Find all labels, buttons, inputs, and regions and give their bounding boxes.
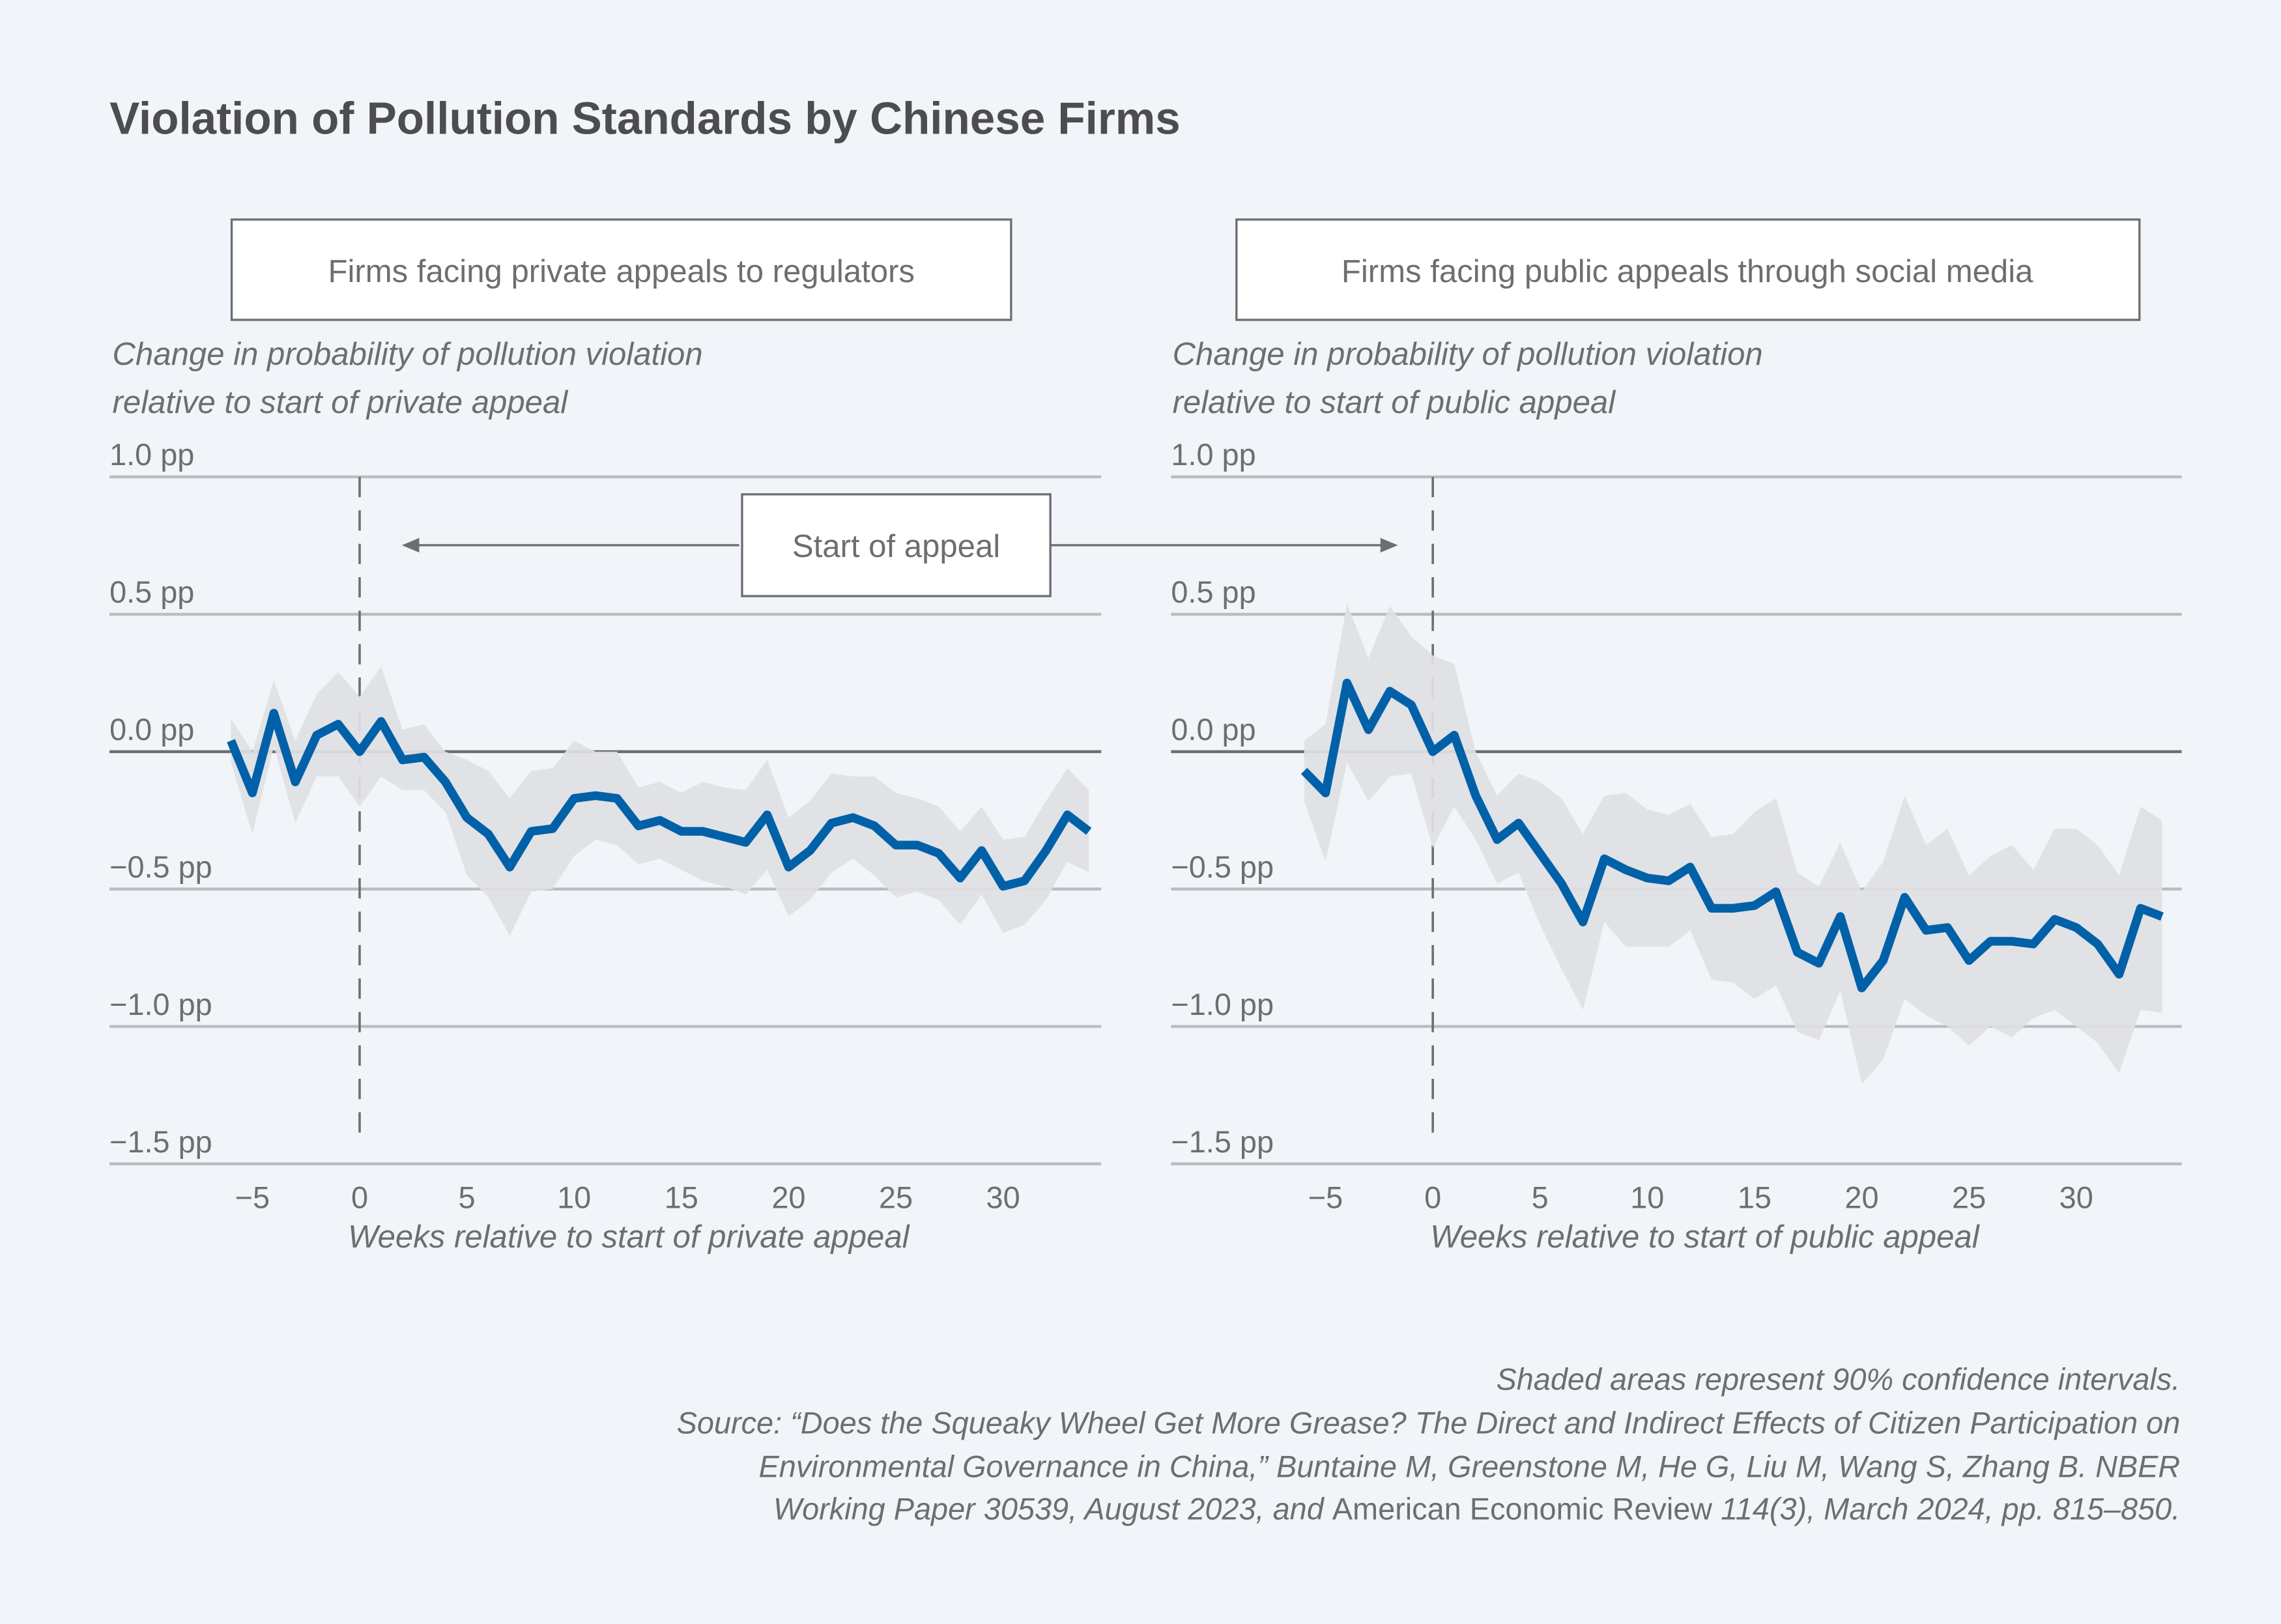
y-axis-title-right-line1: Change in probability of pollution viola… — [1173, 337, 1763, 372]
y-axis-title-right-line2: relative to start of public appeal — [1173, 385, 1617, 420]
x-tick-label: 10 — [557, 1181, 591, 1215]
x-tick-label: 20 — [1844, 1181, 1878, 1215]
footnote-journal: American Economic Review — [1332, 1492, 1712, 1526]
panel-title-right: Firms facing public appeals through soci… — [1235, 218, 2141, 321]
chart-title: Violation of Pollution Standards by Chin… — [109, 93, 1181, 143]
y-tick-label: 1.0 pp — [1171, 438, 1255, 472]
x-tick-label: 20 — [771, 1181, 805, 1215]
y-tick-label: 0.5 pp — [109, 575, 194, 609]
x-tick-label: 30 — [2059, 1181, 2093, 1215]
panel-title-left-text: Firms facing private appeals to regulato… — [328, 254, 914, 289]
x-tick-label: −5 — [1308, 1181, 1343, 1215]
start-of-appeal-annotation: Start of appeal — [401, 493, 1398, 597]
y-tick-label: 1.0 pp — [109, 438, 194, 472]
y-tick-label: −1.0 pp — [109, 988, 212, 1021]
footnote-source-line1: Source: “Does the Squeaky Wheel Get More… — [677, 1406, 2181, 1440]
y-axis-title-left-line2: relative to start of private appeal — [113, 385, 569, 420]
y-tick-label: −0.5 pp — [1171, 850, 1274, 884]
y-tick-label: 0.0 pp — [1171, 713, 1255, 747]
x-tick-label: 0 — [351, 1181, 368, 1215]
x-axis-title: Weeks relative to start of public appeal — [1430, 1219, 1980, 1255]
footnote-source-line2: Environmental Governance in China,” Bunt… — [759, 1450, 2181, 1484]
footnote-ci-note: Shaded areas represent 90% confidence in… — [1496, 1363, 2180, 1397]
x-tick-label: 5 — [1532, 1181, 1549, 1215]
y-axis-title-left-line1: Change in probability of pollution viola… — [113, 337, 703, 372]
panel-title-right-text: Firms facing public appeals through soci… — [1341, 254, 2033, 289]
y-tick-label: −0.5 pp — [109, 850, 212, 884]
y-tick-label: −1.0 pp — [1171, 988, 1274, 1021]
plot-left: 1.0 pp 0.5 pp 0.0 pp −0.5 pp −1.0 pp −1.5 pp−… — [109, 438, 1102, 1255]
x-tick-label: 15 — [665, 1181, 698, 1215]
y-tick-label: −1.5 pp — [109, 1125, 212, 1159]
y-tick-label: 0.5 pp — [1171, 575, 1255, 609]
plot-right: 1.0 pp 0.5 pp 0.0 pp −0.5 pp −1.0 pp −1.5 pp−… — [1171, 438, 2182, 1255]
x-tick-label: 30 — [986, 1181, 1020, 1215]
footnote-source-line3: Working Paper 30539, August 2023, and Am… — [773, 1492, 2180, 1526]
y-tick-label: 0.0 pp — [109, 713, 194, 747]
panel-title-left: Firms facing private appeals to regulato… — [230, 218, 1012, 321]
confidence-interval-band — [1304, 603, 2162, 1085]
footnote-part-c: 114(3), March 2024, pp. 815–850. — [1712, 1492, 2180, 1526]
x-tick-label: 10 — [1630, 1181, 1664, 1215]
footnote: Shaded areas represent 90% confidence in… — [677, 1363, 2181, 1526]
confidence-interval-band — [231, 666, 1089, 936]
x-tick-label: 25 — [1952, 1181, 1986, 1215]
y-tick-label: −1.5 pp — [1171, 1125, 1274, 1159]
start-of-appeal-label: Start of appeal — [792, 529, 1000, 564]
x-tick-label: 0 — [1424, 1181, 1441, 1215]
x-tick-label: 15 — [1738, 1181, 1772, 1215]
x-tick-label: 5 — [459, 1181, 476, 1215]
arrow-left-head-icon — [401, 537, 420, 553]
footnote-part-a: Working Paper 30539, August 2023, and — [773, 1492, 1332, 1526]
x-axis-title: Weeks relative to start of private appea… — [348, 1219, 910, 1255]
x-tick-label: −5 — [235, 1181, 270, 1215]
x-tick-label: 25 — [879, 1181, 913, 1215]
arrow-right-head-icon — [1380, 537, 1398, 553]
